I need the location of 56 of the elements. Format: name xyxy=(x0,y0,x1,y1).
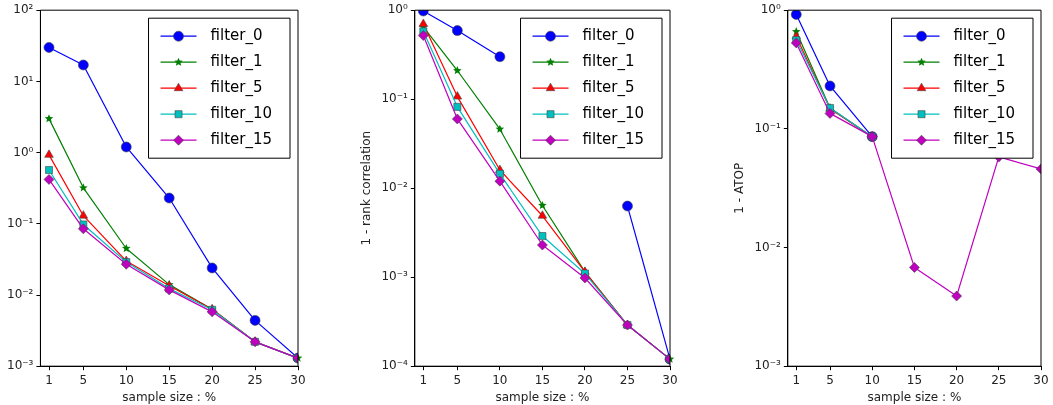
x-tick-label: 30 xyxy=(662,372,678,387)
y-tick-label: 10⁻³ xyxy=(381,269,408,284)
legend-label: filter_15 xyxy=(582,130,644,150)
x-tick-label: 5 xyxy=(826,372,834,387)
y-tick-label: 10⁻² xyxy=(6,287,34,302)
y-tick-label: 10⁰ xyxy=(387,2,408,17)
y-tick-label: 10⁻⁴ xyxy=(381,358,408,373)
x-tick-label: 1 xyxy=(792,372,801,387)
legend-label: filter_5 xyxy=(582,78,635,98)
x-tick-label: 1 xyxy=(419,372,428,387)
x-tick-label: 15 xyxy=(161,372,177,387)
x-tick-label: 1 xyxy=(45,372,53,387)
x-axis-title: sample size : % xyxy=(122,389,217,404)
legend-label: filter_0 xyxy=(582,26,635,46)
legend-label: filter_15 xyxy=(210,130,272,150)
x-tick-label: 5 xyxy=(453,372,462,387)
legend-label: filter_0 xyxy=(210,26,263,46)
y-tick-label: 10⁰ xyxy=(13,144,34,159)
y-tick-label: 10⁻¹ xyxy=(381,91,408,106)
y-axis-title: 1 - rank correlation xyxy=(359,130,374,246)
y-tick-label: 10⁻¹ xyxy=(6,215,34,230)
legend-label: filter_10 xyxy=(582,104,644,124)
legend-label: filter_10 xyxy=(953,104,1015,124)
x-tick-label: 25 xyxy=(247,372,263,387)
y-tick-label: 10⁻² xyxy=(754,239,781,254)
legend-label: filter_1 xyxy=(582,52,635,72)
x-tick-label: 5 xyxy=(79,372,88,387)
x-tick-label: 20 xyxy=(577,372,593,387)
x-tick-label: 10 xyxy=(492,372,508,387)
legend-label: filter_0 xyxy=(953,26,1006,46)
x-tick-label: 25 xyxy=(991,372,1007,387)
y-tick-label: 10⁰ xyxy=(760,2,781,17)
x-tick-label: 20 xyxy=(948,372,965,387)
x-tick-label: 10 xyxy=(864,372,880,387)
x-tick-label: 30 xyxy=(1033,372,1049,387)
x-axis-title: sample size : % xyxy=(867,389,962,404)
x-tick-label: 25 xyxy=(619,372,636,387)
y-tick-label: 10⁻¹ xyxy=(754,120,781,135)
legend-label: filter_10 xyxy=(210,104,272,124)
legend-label: filter_15 xyxy=(953,130,1015,150)
x-tick-label: 30 xyxy=(290,372,306,387)
x-tick-label: 15 xyxy=(534,372,551,387)
x-axis-title: sample size : % xyxy=(495,389,590,404)
y-tick-label: 10⁻³ xyxy=(754,358,781,373)
x-tick-label: 20 xyxy=(204,372,220,387)
y-tick-label: 10² xyxy=(13,2,34,17)
legend-label: filter_1 xyxy=(953,52,1006,72)
y-tick-label: 10⁻³ xyxy=(6,358,34,373)
legend-label: filter_5 xyxy=(953,78,1006,98)
x-tick-label: 15 xyxy=(906,372,923,387)
x-tick-label: 10 xyxy=(118,372,134,387)
legend-label: filter_5 xyxy=(210,78,263,98)
y-tick-label: 10⁻² xyxy=(381,180,408,195)
legend-label: filter_1 xyxy=(210,52,263,72)
y-axis-title: 1 - ATOP xyxy=(732,162,747,214)
y-tick-label: 10¹ xyxy=(13,73,34,88)
